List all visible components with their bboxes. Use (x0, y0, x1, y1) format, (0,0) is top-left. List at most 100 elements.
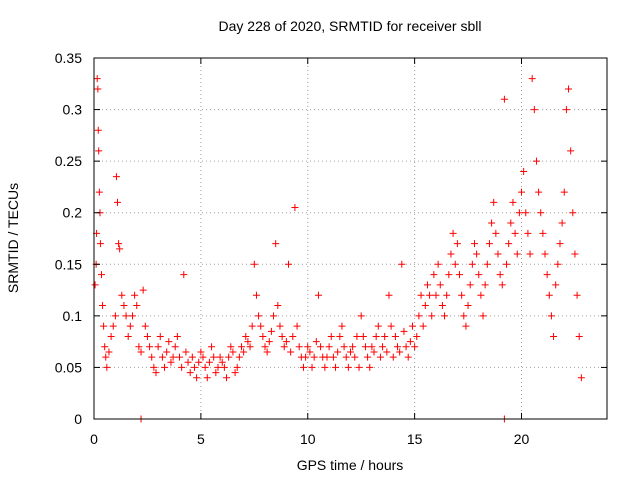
data-point (312, 338, 320, 346)
data-point (96, 240, 104, 248)
data-point (131, 291, 139, 299)
data-point (261, 343, 269, 351)
x-tick-label: 5 (197, 431, 205, 447)
data-point (242, 332, 250, 340)
data-point (379, 343, 387, 351)
data-point (413, 332, 421, 340)
data-point (295, 343, 303, 351)
data-point (171, 343, 179, 351)
data-point (462, 322, 470, 330)
data-point (246, 343, 254, 351)
data-point (289, 332, 297, 340)
data-point (381, 332, 389, 340)
data-point (334, 348, 342, 356)
data-point (146, 343, 154, 351)
data-point (154, 343, 162, 351)
x-tick-labels: 0 5 10 15 20 (90, 431, 529, 447)
data-point (347, 348, 354, 356)
data-point (338, 322, 346, 330)
data-point (272, 240, 280, 248)
data-point (389, 353, 397, 361)
data-point (210, 353, 218, 361)
data-point (276, 322, 284, 330)
data-point (124, 332, 132, 340)
data-point (460, 312, 468, 320)
data-point (408, 322, 416, 330)
data-point (428, 312, 436, 320)
data-point (372, 332, 380, 340)
data-point (120, 302, 128, 310)
data-point (571, 250, 579, 258)
data-point (287, 348, 295, 356)
data-point (148, 353, 156, 361)
data-point (496, 271, 504, 279)
data-point (126, 322, 134, 330)
data-point (436, 281, 444, 289)
data-point (240, 348, 248, 356)
data-point (558, 219, 566, 227)
data-point (528, 75, 536, 83)
data-point (522, 209, 530, 217)
y-axis-label: SRMTID / TECUs (5, 183, 21, 293)
data-point (498, 281, 506, 289)
data-point (565, 85, 573, 93)
data-point (195, 358, 203, 366)
data-point (532, 157, 540, 165)
data-point (299, 363, 307, 371)
data-point (464, 302, 472, 310)
data-point (101, 343, 109, 351)
data-point (402, 343, 410, 351)
data-point (503, 260, 511, 268)
data-point (550, 332, 558, 340)
data-point (364, 353, 372, 361)
y-tick-label: 0 (74, 411, 82, 427)
data-point (415, 312, 423, 320)
data-point (112, 173, 120, 181)
data-point (99, 302, 107, 310)
data-point (447, 250, 455, 258)
data-point (252, 291, 260, 299)
x-tick-label: 10 (300, 431, 316, 447)
data-point (216, 353, 224, 361)
data-point (351, 353, 359, 361)
data-point (490, 198, 498, 206)
data-point (95, 147, 103, 155)
data-point (443, 291, 451, 299)
data-point (524, 229, 532, 237)
data-point (280, 343, 288, 351)
data-point (165, 338, 173, 346)
data-point (270, 312, 278, 320)
data-point (368, 343, 376, 351)
data-point (329, 353, 337, 361)
data-point (248, 322, 256, 330)
data-point (419, 322, 427, 330)
data-point (122, 312, 130, 320)
data-point (577, 374, 585, 382)
data-point (539, 229, 547, 237)
data-point (137, 348, 145, 356)
data-point (205, 358, 213, 366)
data-point (385, 291, 393, 299)
data-point (376, 353, 384, 361)
data-point (267, 327, 275, 335)
data-point (237, 343, 245, 351)
data-point (541, 250, 549, 258)
data-point (218, 358, 226, 366)
data-point (105, 348, 113, 356)
data-point (511, 229, 519, 237)
data-point (357, 312, 365, 320)
data-point (530, 106, 538, 114)
data-point (233, 363, 241, 371)
data-point (220, 363, 228, 371)
data-point (449, 229, 457, 237)
data-point (278, 332, 286, 340)
data-point (554, 260, 562, 268)
data-point (235, 353, 243, 361)
data-point (370, 348, 378, 356)
data-point (118, 291, 126, 299)
data-point (103, 363, 111, 371)
data-point (396, 348, 404, 356)
data-point (560, 188, 568, 196)
data-point (327, 332, 335, 340)
